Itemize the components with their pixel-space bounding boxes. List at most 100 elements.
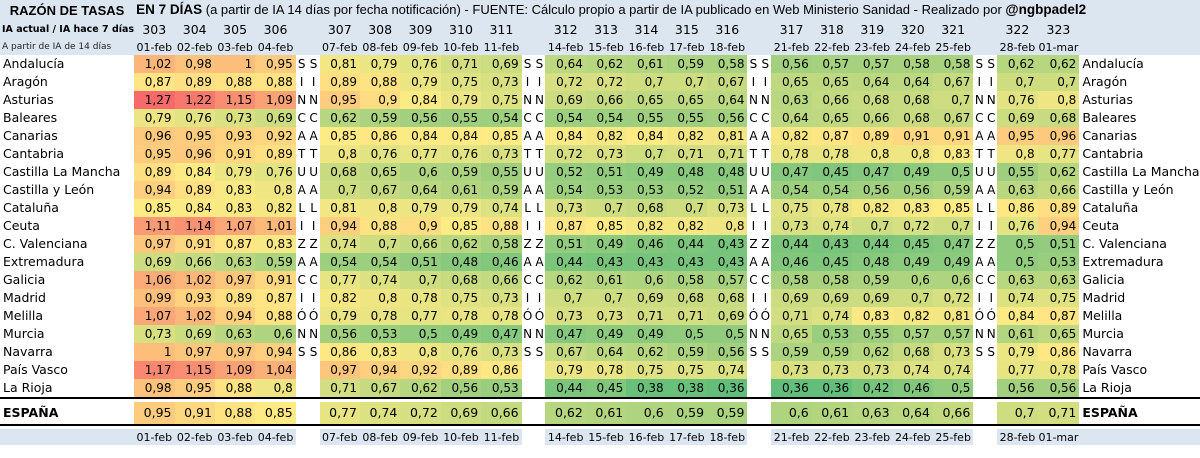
value-cell: 0,92 <box>400 361 441 379</box>
separator-letter: Ó <box>760 309 771 323</box>
value-cell: 0,89 <box>174 181 215 199</box>
value-cell: 0,43 <box>585 253 627 271</box>
row-label-right: País Vasco <box>1082 361 1148 377</box>
value-cell: 0,47 <box>771 163 812 181</box>
value-cell: 0,79 <box>997 343 1038 361</box>
separator-letter: U <box>523 165 532 179</box>
value-cell: 0,76 <box>359 145 401 163</box>
total-value-cell: 0,71 <box>1037 402 1080 426</box>
value-cell: 0,69 <box>134 253 175 271</box>
separator-letter: C <box>309 111 318 125</box>
separator-letter: A <box>297 129 306 143</box>
value-cell: 0,83 <box>852 307 893 325</box>
value-cell: 0,78 <box>481 307 522 325</box>
value-cell: 0,44 <box>852 235 893 253</box>
separator-letter: T <box>749 147 758 161</box>
value-cell: 0,71 <box>319 379 360 399</box>
row-label: La Rioja <box>0 379 135 399</box>
value-cell: 0,72 <box>545 73 586 91</box>
title-source: (a partir de IA 14 días por fecha notifi… <box>202 2 1006 18</box>
value-cell: 0,61 <box>585 271 627 289</box>
column-number: 323 <box>1037 20 1080 40</box>
value-cell: 0,56 <box>852 181 893 199</box>
total-gap <box>521 402 534 426</box>
header-gap <box>307 40 320 55</box>
total-value-cell: 0,59 <box>666 402 708 426</box>
total-value-cell: 0,91 <box>174 402 215 426</box>
value-cell: 0,88 <box>359 217 401 235</box>
header-gap <box>307 20 320 40</box>
separator-letter: A <box>761 129 770 143</box>
value-cell: 0,62 <box>545 271 586 289</box>
total-value-cell: 0,6 <box>626 402 667 426</box>
column-date: 02-feb <box>174 40 215 55</box>
value-cell: 0,9 <box>400 217 441 235</box>
footer-gap <box>296 429 308 445</box>
header-gap <box>747 20 760 40</box>
value-cell: 0,8 <box>1037 91 1080 109</box>
value-cell: 0,69 <box>771 289 812 307</box>
separator-letter: T <box>523 147 532 161</box>
value-cell: 0,86 <box>1037 343 1080 361</box>
table-row: C. Valenciana 0,97 0,91 0,87 0,83 Z Z 0,74 0,7 0,… <box>0 235 1200 253</box>
value-cell: 0,61 <box>626 55 667 73</box>
separator-letter: A <box>523 129 532 143</box>
value-cell: 0,42 <box>852 379 893 399</box>
value-cell: 0,54 <box>319 253 360 271</box>
value-cell: 0,57 <box>892 325 933 343</box>
value-cell: 1,07 <box>214 217 256 235</box>
separator-letter <box>985 379 998 399</box>
value-cell: 0,49 <box>585 325 627 343</box>
value-cell: 0,84 <box>997 307 1038 325</box>
separator-letter: A <box>535 183 544 197</box>
value-cell: 0,58 <box>771 271 812 289</box>
separator-letter: A <box>761 255 770 269</box>
value-cell: 0,55 <box>481 163 522 181</box>
value-cell: 0,72 <box>892 217 933 235</box>
value-cell: 0,6 <box>626 271 667 289</box>
value-cell: 0,79 <box>440 91 482 109</box>
value-cell: 0,75 <box>440 73 482 91</box>
value-cell: 0,53 <box>811 325 853 343</box>
row-label-right: Ceuta <box>1082 217 1120 233</box>
footer-date: 24-feb <box>892 429 933 445</box>
value-cell: 0,46 <box>481 253 522 271</box>
separator-letter: N <box>534 327 544 341</box>
value-cell: 0,68 <box>707 289 748 307</box>
value-cell: 0,96 <box>174 145 215 163</box>
footer-gap <box>985 429 997 445</box>
total-value-cell: 0,7 <box>997 402 1038 426</box>
header-gap <box>759 40 772 55</box>
separator-letter: C <box>523 111 532 125</box>
value-cell: 0,77 <box>319 271 360 289</box>
total-value-cell: 0,61 <box>585 402 627 426</box>
separator-letter: A <box>523 255 532 269</box>
header-gap <box>533 20 546 40</box>
value-cell: 0,83 <box>932 145 974 163</box>
value-cell: 0,84 <box>400 91 441 109</box>
value-cell: 0,73 <box>481 343 522 361</box>
value-cell: 1,11 <box>134 217 175 235</box>
row-label-right: Castilla y León <box>1082 181 1174 197</box>
separator-letter: C <box>761 273 770 287</box>
value-cell: 0,72 <box>585 73 627 91</box>
value-cell: 0,56 <box>319 325 360 343</box>
value-cell: 0,78 <box>811 145 853 163</box>
value-cell: 0,47 <box>852 163 893 181</box>
value-cell: 0,54 <box>545 109 586 127</box>
value-cell: 0,43 <box>707 253 748 271</box>
value-cell: 0,72 <box>545 145 586 163</box>
value-cell: 0,94 <box>1037 217 1080 235</box>
value-cell: 0,64 <box>707 91 748 109</box>
header-gap <box>985 40 998 55</box>
separator-letter: Ó <box>296 309 307 323</box>
separator-letter: N <box>986 327 996 341</box>
total-label-right: ESPAÑA <box>1079 402 1200 426</box>
header-gap <box>295 20 308 40</box>
value-cell: 1,22 <box>174 91 215 109</box>
value-cell: 0,85 <box>481 127 522 145</box>
value-cell: 0,8 <box>255 181 296 199</box>
subtitle-basis: A partir de IA de 14 días <box>0 40 135 55</box>
value-cell: 0,85 <box>319 127 360 145</box>
value-cell: 1,09 <box>214 361 256 379</box>
